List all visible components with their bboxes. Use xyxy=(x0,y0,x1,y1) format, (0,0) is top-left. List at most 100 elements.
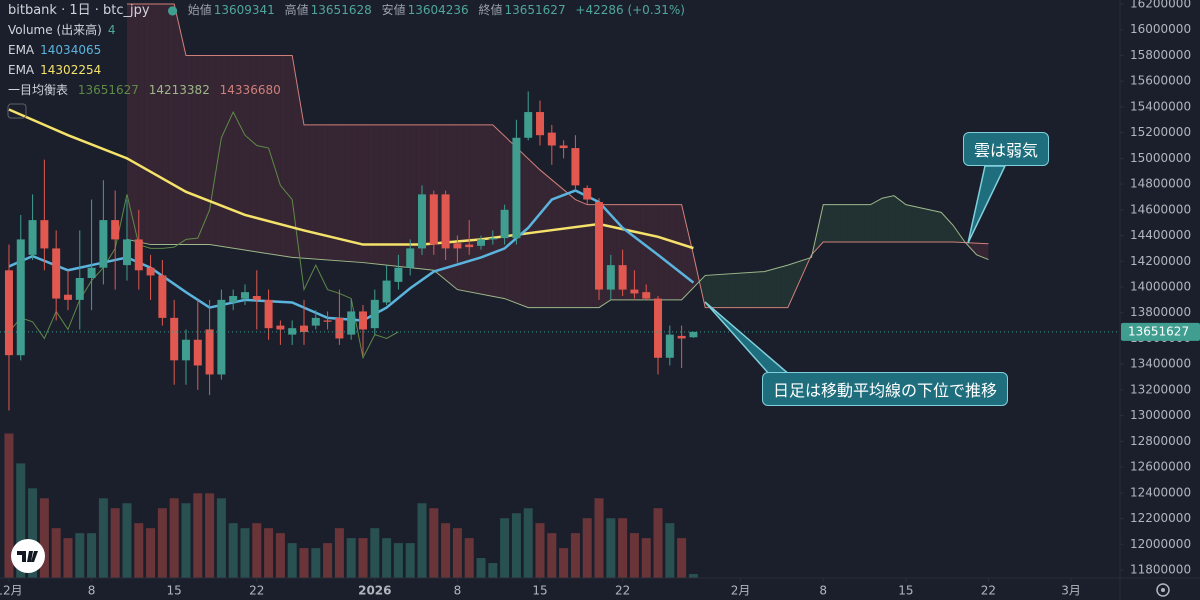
cloud xyxy=(876,198,883,242)
cloud xyxy=(840,204,847,242)
cloud xyxy=(864,204,871,242)
ohlc-value: 13651628 xyxy=(310,3,372,17)
volume-bar xyxy=(323,543,333,578)
cloud xyxy=(663,204,670,300)
candle-body xyxy=(205,329,214,375)
cloud xyxy=(339,124,346,262)
candle-body xyxy=(347,311,356,335)
ichimoku-value: 14213382 xyxy=(148,83,210,97)
volume-bar xyxy=(181,503,191,578)
candle-body xyxy=(630,289,639,294)
cloud xyxy=(799,259,806,282)
candle-body xyxy=(16,239,25,356)
cloud xyxy=(587,204,594,308)
candle-body xyxy=(335,317,344,339)
candle-body xyxy=(441,194,450,249)
volume-bar xyxy=(28,488,38,578)
candle-body xyxy=(477,239,486,246)
cloud xyxy=(575,199,582,308)
candle-body xyxy=(158,275,167,318)
cloud xyxy=(770,268,777,308)
cloud xyxy=(894,195,900,242)
cloud xyxy=(215,55,222,247)
candle-body xyxy=(229,296,238,303)
annotation: 日足は移動平均線の下位で推移 xyxy=(762,372,1009,406)
cloud xyxy=(740,272,747,308)
x-tick-label: 15 xyxy=(167,584,182,598)
candle-body xyxy=(394,267,403,282)
cloud xyxy=(357,124,363,263)
candle-body xyxy=(465,244,474,248)
volume-bar xyxy=(429,508,439,578)
volume-bar xyxy=(75,533,85,578)
x-tick-label: 2月 xyxy=(731,584,751,598)
candle-body xyxy=(512,137,521,239)
current-price-label: 13651627 xyxy=(1128,324,1189,338)
y-tick-label: 14600000 xyxy=(1130,202,1191,216)
candle-body xyxy=(252,296,261,300)
candle-body xyxy=(665,334,674,358)
y-tick-label: 14800000 xyxy=(1130,177,1191,191)
candles-layer xyxy=(4,91,698,411)
candle-body xyxy=(618,265,627,290)
x-tick-label: 15 xyxy=(898,584,913,598)
cloud xyxy=(404,124,411,268)
cloud xyxy=(764,269,771,308)
cloud xyxy=(162,3,169,245)
y-tick-label: 15000000 xyxy=(1130,151,1191,165)
x-tick-label: 15 xyxy=(532,584,547,598)
candle-body xyxy=(264,299,273,329)
cloud xyxy=(551,179,558,308)
cloud xyxy=(185,55,192,245)
candle-body xyxy=(500,209,509,239)
cloud xyxy=(327,124,334,261)
volume-bar xyxy=(334,528,344,578)
candle-body xyxy=(170,317,179,361)
ohlc-value: 13651627 xyxy=(504,3,566,17)
y-tick-label: 12400000 xyxy=(1130,485,1191,499)
candle-body xyxy=(240,292,249,299)
cloud xyxy=(286,55,293,258)
cloud xyxy=(150,3,157,245)
cloud xyxy=(227,55,234,249)
volume-bar xyxy=(287,543,297,578)
candle-body xyxy=(536,112,545,136)
candle-body xyxy=(323,320,332,322)
cloud xyxy=(392,124,399,267)
cloud xyxy=(256,55,263,253)
volume-bar xyxy=(39,498,49,578)
ichimoku-value: 13651627 xyxy=(77,83,139,97)
cloud xyxy=(899,200,906,242)
y-tick-label: 13800000 xyxy=(1130,305,1191,319)
ohlc-label: 始値 xyxy=(187,3,212,17)
volume-bar xyxy=(311,548,321,578)
volume-bar xyxy=(559,548,569,578)
cloud xyxy=(569,194,576,308)
cloud xyxy=(244,55,251,251)
volume-bar xyxy=(688,574,698,578)
volume-bar xyxy=(169,498,179,578)
candle-body xyxy=(217,299,226,375)
candle-body xyxy=(87,267,96,279)
x-tick-label: 22 xyxy=(615,584,630,598)
cloud xyxy=(852,204,859,242)
cloud xyxy=(321,124,328,260)
cloud xyxy=(929,209,936,242)
cloud xyxy=(640,204,647,300)
cloud xyxy=(540,169,546,308)
ichimoku-value: 14336680 xyxy=(219,83,281,97)
cloud xyxy=(132,3,139,242)
cloud xyxy=(463,124,470,292)
collapse-legend-button[interactable] xyxy=(7,103,27,119)
candle-body xyxy=(382,280,391,303)
cloud xyxy=(386,124,393,266)
cloud xyxy=(126,3,133,241)
settings-icon[interactable] xyxy=(1156,583,1170,597)
cloud xyxy=(846,204,853,242)
y-tick-label: 11800000 xyxy=(1130,563,1191,577)
y-tick-label: 12200000 xyxy=(1130,511,1191,525)
cloud xyxy=(374,124,381,265)
candle-body xyxy=(4,270,13,356)
annotation-pointer xyxy=(967,165,1007,244)
